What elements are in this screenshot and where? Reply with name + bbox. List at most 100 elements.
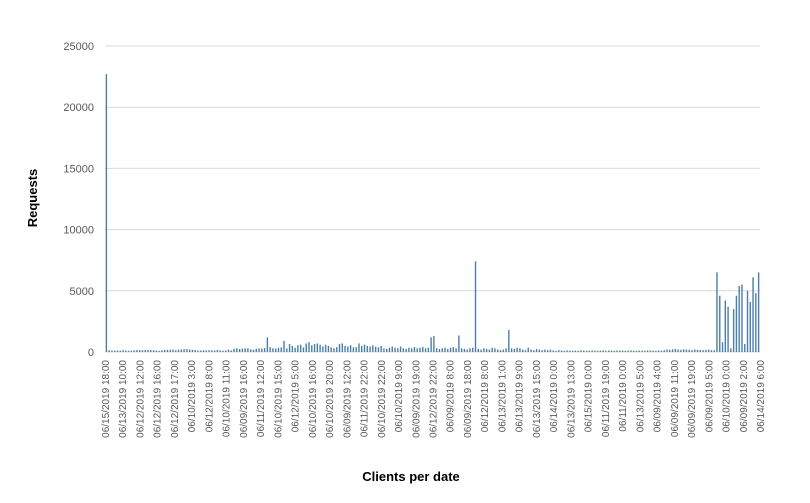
bar bbox=[105, 74, 108, 353]
bar bbox=[427, 347, 430, 352]
bar bbox=[699, 350, 702, 352]
bar bbox=[330, 347, 332, 352]
bar bbox=[161, 350, 163, 352]
bar bbox=[305, 343, 307, 352]
bar bbox=[630, 350, 632, 352]
bar bbox=[152, 350, 155, 352]
bar bbox=[225, 350, 227, 352]
bar bbox=[150, 350, 152, 352]
bar bbox=[183, 349, 185, 352]
bar bbox=[277, 347, 280, 352]
bar bbox=[627, 350, 629, 352]
x-axis-ticks: 06/15/2019 18:00 06/13/2019 10:00 06/12/20… bbox=[101, 360, 767, 438]
bar bbox=[641, 350, 643, 352]
bar bbox=[669, 349, 671, 352]
bar bbox=[638, 350, 640, 352]
bar bbox=[702, 350, 704, 352]
bar bbox=[591, 350, 593, 352]
x-tick-label: 06/12/2019 17:00 bbox=[170, 360, 181, 438]
bar bbox=[108, 350, 110, 352]
bar bbox=[744, 344, 746, 352]
x-tick-label: 06/09/2019 2:00 bbox=[739, 360, 750, 433]
bar bbox=[163, 349, 166, 352]
bar bbox=[286, 348, 288, 352]
x-tick-label: 06/10/2019 11:00 bbox=[222, 360, 233, 438]
bar bbox=[458, 335, 460, 352]
bar bbox=[399, 346, 402, 352]
bar bbox=[141, 350, 144, 352]
bar bbox=[114, 350, 116, 352]
bar bbox=[435, 348, 438, 352]
bar bbox=[227, 349, 230, 352]
bar bbox=[219, 350, 221, 352]
bar bbox=[566, 350, 568, 352]
bar bbox=[757, 272, 760, 352]
bar bbox=[188, 349, 191, 352]
bar bbox=[194, 350, 196, 352]
x-tick-label: 06/09/2019 8:00 bbox=[446, 360, 457, 433]
bar bbox=[577, 350, 579, 352]
bar bbox=[544, 349, 546, 352]
bar bbox=[516, 347, 518, 352]
bar bbox=[460, 348, 463, 352]
bar bbox=[116, 350, 119, 352]
bar bbox=[166, 349, 169, 352]
bar bbox=[288, 344, 291, 352]
bar bbox=[299, 344, 302, 352]
bar bbox=[319, 344, 321, 352]
bar bbox=[621, 350, 624, 352]
bar bbox=[674, 348, 677, 352]
bar bbox=[533, 350, 535, 352]
x-tick-label: 06/10/2019 22:00 bbox=[377, 360, 388, 438]
bar bbox=[502, 349, 504, 352]
x-tick-label: 06/10/2019 9:00 bbox=[394, 360, 405, 433]
bar bbox=[560, 350, 563, 352]
x-tick-label: 06/09/2019 4:00 bbox=[653, 360, 664, 433]
x-tick-label: 06/13/2019 13:00 bbox=[566, 360, 577, 438]
bar bbox=[483, 348, 485, 352]
bar bbox=[727, 306, 729, 352]
bar bbox=[477, 348, 479, 352]
bar bbox=[610, 350, 613, 352]
bar bbox=[688, 349, 690, 352]
x-tick-label: 06/12/2019 22:00 bbox=[429, 360, 440, 438]
x-tick-label: 06/10/2019 3:00 bbox=[187, 360, 198, 433]
bar bbox=[410, 348, 413, 352]
bar bbox=[402, 348, 405, 352]
bar bbox=[752, 277, 754, 352]
bar bbox=[680, 349, 682, 352]
bar bbox=[111, 350, 113, 352]
bar bbox=[555, 350, 557, 352]
bar bbox=[535, 348, 538, 352]
bar bbox=[125, 350, 127, 352]
y-axis-ticks: 0 5000 10000 15000 20000 25000 bbox=[63, 41, 94, 359]
y-tick-label: 25000 bbox=[63, 41, 94, 53]
bar bbox=[671, 349, 674, 352]
x-tick-label: 06/09/2019 16:00 bbox=[239, 360, 250, 438]
bar bbox=[361, 345, 363, 352]
bar bbox=[596, 350, 599, 352]
bar bbox=[213, 350, 216, 352]
bar bbox=[177, 349, 180, 352]
bar bbox=[205, 350, 207, 352]
bar bbox=[347, 346, 349, 352]
bar bbox=[569, 350, 571, 352]
bar bbox=[297, 345, 299, 352]
bar bbox=[158, 350, 160, 352]
bar bbox=[119, 350, 121, 352]
bar bbox=[633, 350, 635, 352]
x-tick-label: 06/12/2019 8:00 bbox=[480, 360, 491, 433]
bar bbox=[333, 348, 335, 352]
bar bbox=[444, 347, 446, 352]
bar bbox=[241, 348, 244, 352]
bar bbox=[349, 345, 352, 352]
x-tick-label: 06/12/2019 12:00 bbox=[135, 360, 146, 438]
bar bbox=[133, 350, 135, 352]
bar bbox=[485, 348, 488, 352]
bar bbox=[175, 350, 177, 352]
bar bbox=[707, 349, 710, 352]
bar bbox=[138, 350, 141, 352]
bar bbox=[247, 348, 249, 352]
bar bbox=[705, 349, 707, 352]
bar bbox=[230, 350, 232, 352]
